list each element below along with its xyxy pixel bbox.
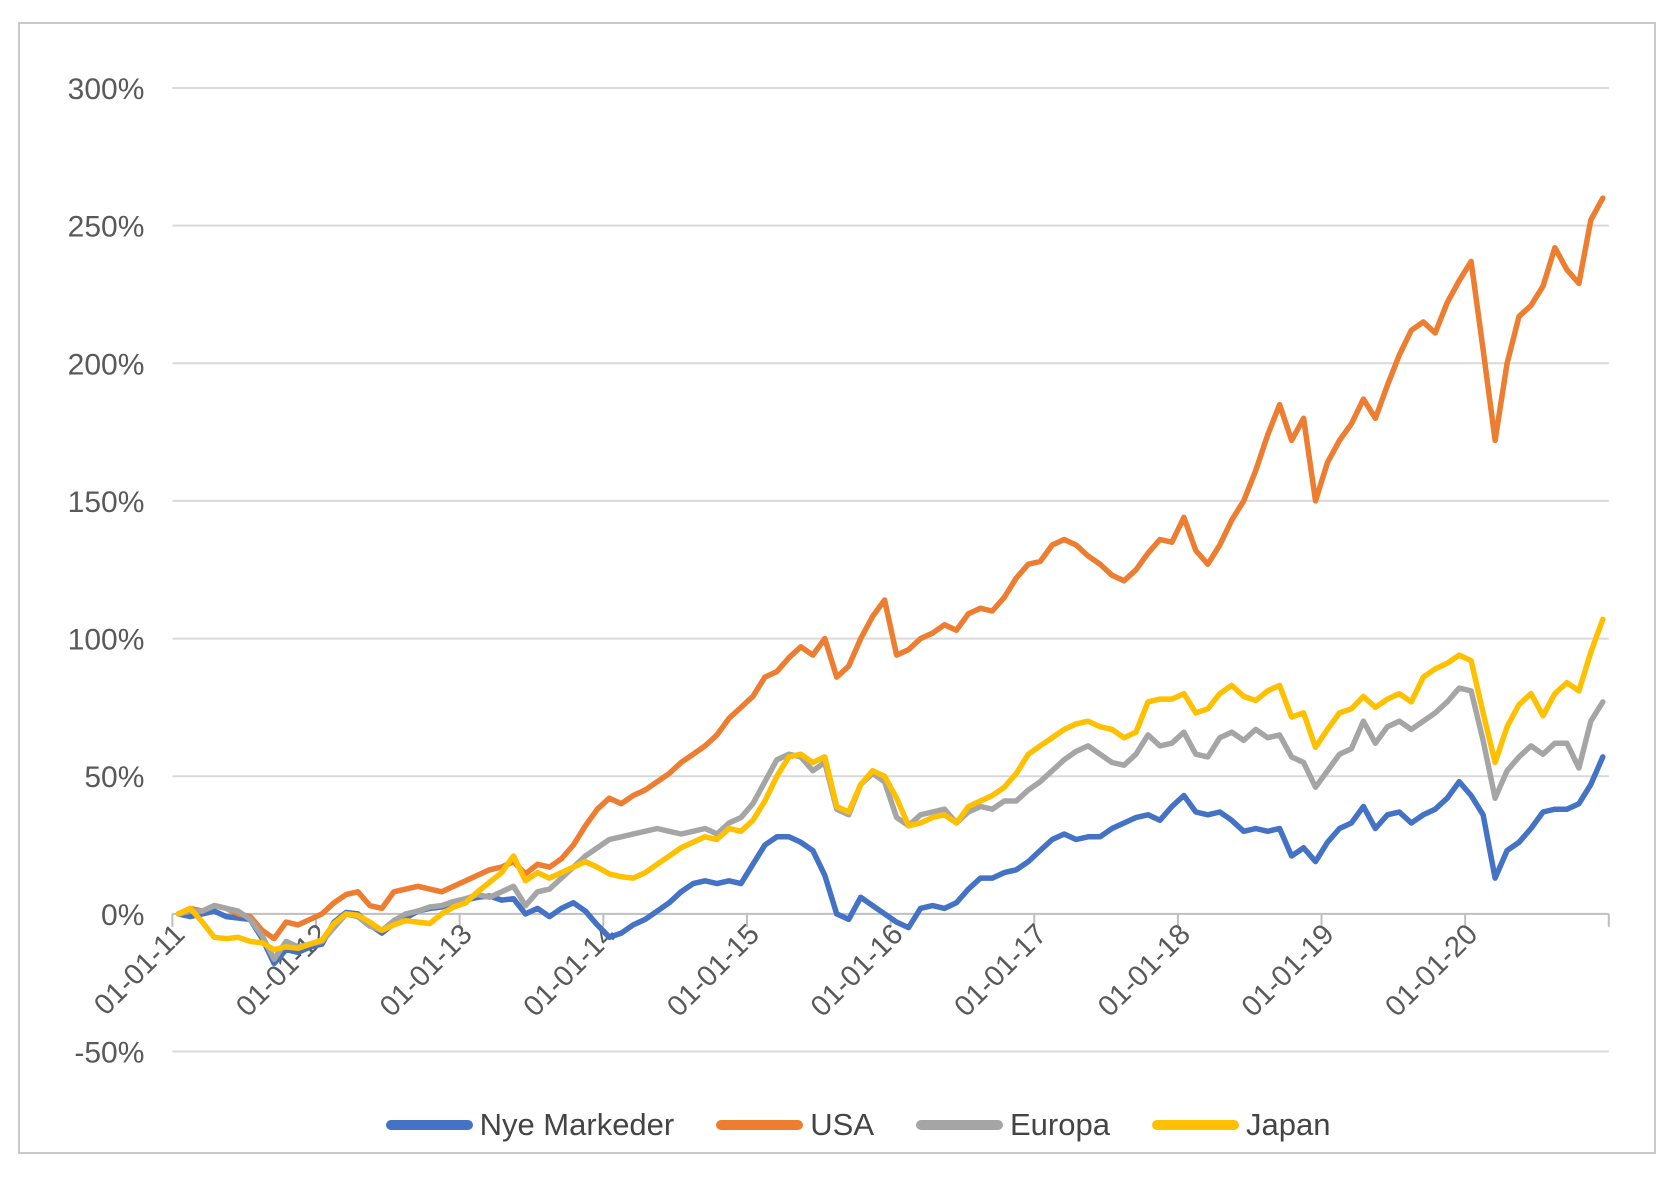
legend-item-nye-markeder[interactable]: Nye Markeder — [385, 1107, 675, 1143]
series-line-usa[interactable] — [175, 195, 1606, 942]
legend-label-europa: Europa — [1010, 1107, 1110, 1142]
y-axis-label: -50% — [74, 1037, 144, 1070]
legend-swatch-usa — [716, 1120, 804, 1130]
y-axis-label: 0% — [101, 899, 144, 932]
legend-swatch-europa — [916, 1120, 1003, 1130]
chart-legend: Nye Markeder USA Europa Japan — [20, 1107, 1676, 1143]
y-axis-label: 150% — [68, 486, 145, 519]
y-axis-label: 50% — [84, 761, 144, 794]
legend-item-japan[interactable]: Japan — [1151, 1107, 1331, 1143]
y-axis-label: 300% — [68, 73, 145, 106]
chart-frame: 300% 250% 200% 150% 100% 50% 0% -50% 01-01-11 01-… — [18, 22, 1656, 1154]
line-chart: 300%250%200%150%100%50%0%-50%01-01-11 01-… — [68, 73, 1610, 1070]
legend-item-europa[interactable]: Europa — [916, 1107, 1110, 1143]
series-line-japan[interactable] — [175, 616, 1606, 953]
legend-swatch-japan — [1151, 1120, 1239, 1130]
y-axis-label: 250% — [68, 211, 145, 244]
legend-label-usa: USA — [810, 1107, 874, 1142]
series-line-europa[interactable] — [175, 685, 1606, 963]
legend-swatch-nye-markeder — [385, 1120, 473, 1130]
plot-area[interactable] — [172, 74, 1609, 1052]
legend-label-nye-markeder: Nye Markeder — [479, 1107, 675, 1142]
y-axis-label: 200% — [68, 348, 145, 381]
y-axis-label: 100% — [68, 624, 145, 657]
legend-item-usa[interactable]: USA — [716, 1107, 874, 1143]
legend-label-japan: Japan — [1245, 1107, 1331, 1142]
